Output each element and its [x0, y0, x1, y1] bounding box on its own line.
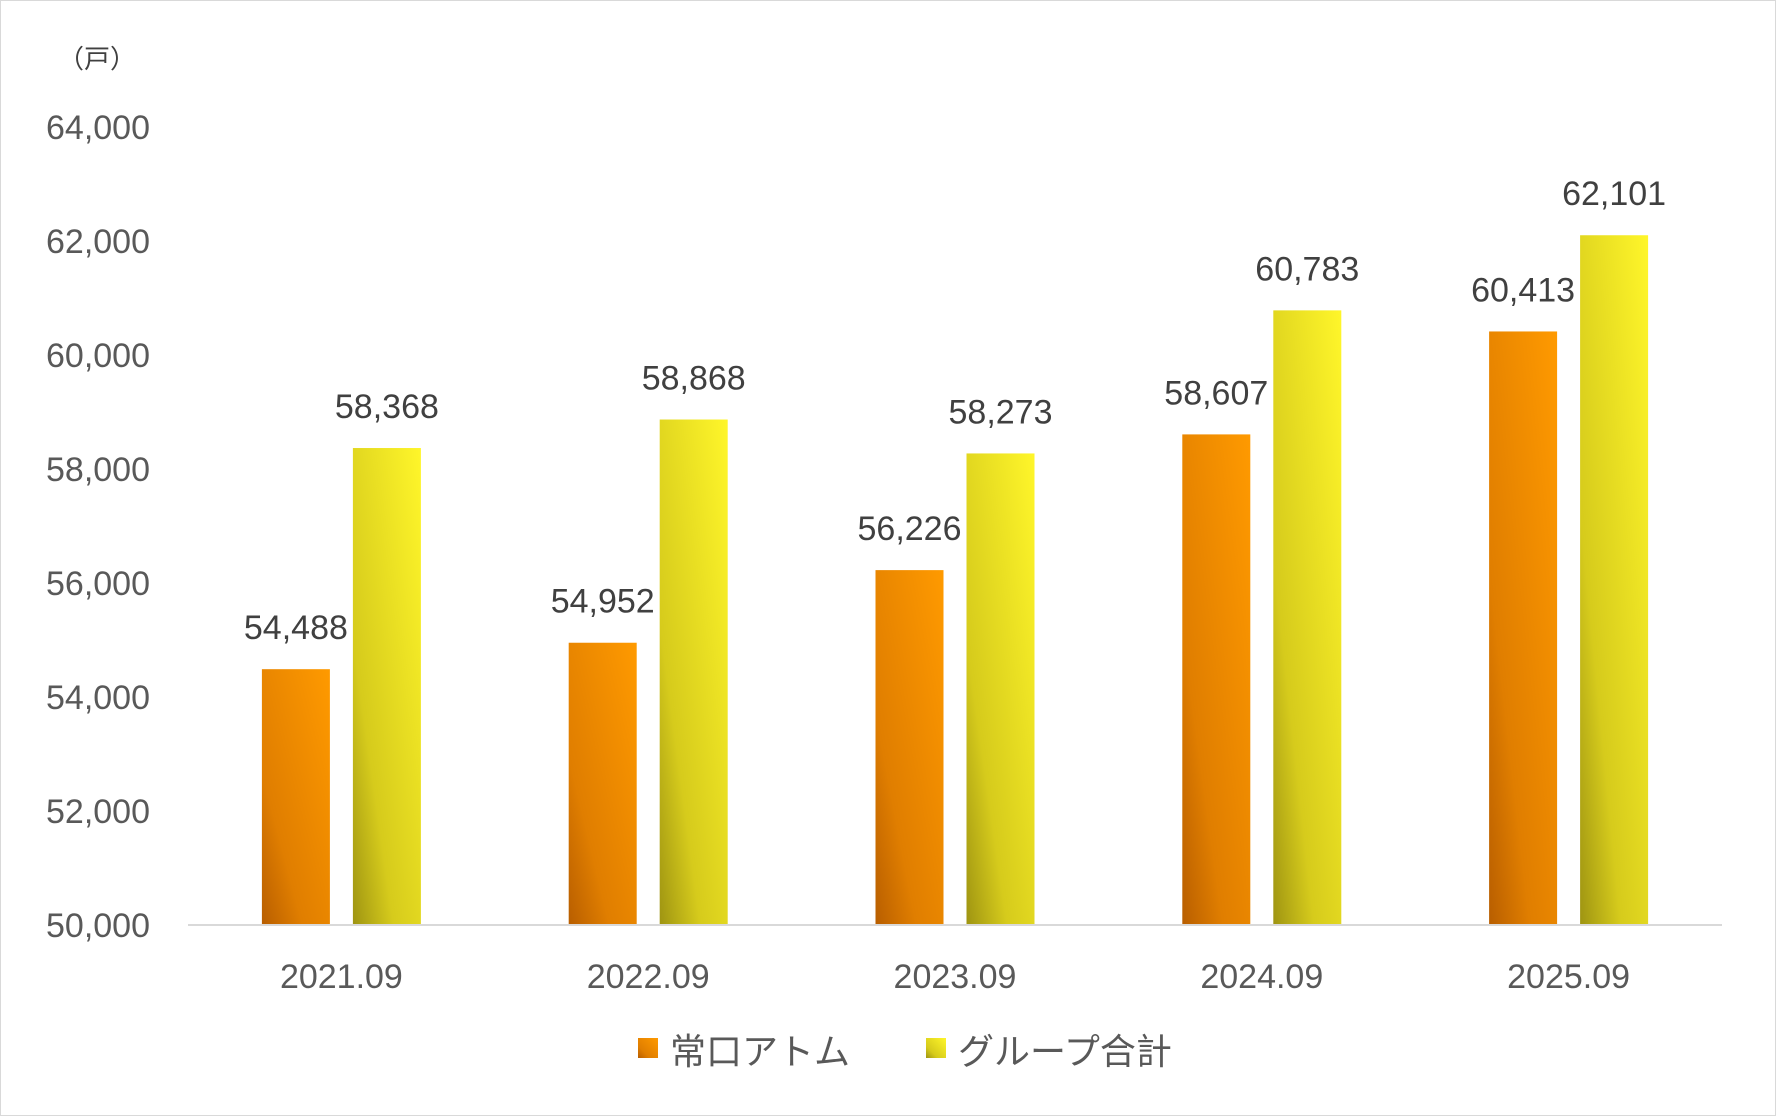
data-label-series-2: 58,868	[642, 360, 746, 398]
y-tick-label: 62,000	[46, 223, 150, 261]
bar-series-2	[1580, 235, 1649, 926]
y-tick-label: 50,000	[46, 907, 150, 945]
data-labels: 54,488 58,368 54,952 58,868 56,226 58,273 58,6…	[244, 175, 1666, 647]
unit-label: （戸）	[58, 45, 136, 75]
legend-label-series-1: 常口アトム	[670, 1032, 850, 1073]
y-tick-label: 54,000	[46, 679, 150, 717]
x-tick-label: 2024.09	[1200, 958, 1323, 996]
data-label-series-2: 62,101	[1562, 175, 1666, 213]
bars	[261, 235, 1649, 926]
x-axis-ticks: 2021.09 2022.09 2023.09 2024.09 2025.09	[280, 958, 1630, 996]
data-label-series-2: 60,783	[1255, 250, 1359, 288]
y-tick-label: 52,000	[46, 793, 150, 831]
x-tick-label: 2025.09	[1507, 958, 1630, 996]
y-tick-label: 60,000	[46, 337, 150, 375]
bar-series-2	[352, 448, 421, 925]
legend-label-series-2: グループ合計	[958, 1032, 1172, 1073]
x-tick-label: 2023.09	[894, 958, 1017, 996]
data-label-series-1: 56,226	[858, 510, 962, 548]
y-tick-label: 64,000	[46, 109, 150, 147]
x-tick-label: 2022.09	[587, 958, 710, 996]
legend-swatch-series-1	[638, 1038, 658, 1058]
data-label-series-1: 58,607	[1164, 374, 1268, 412]
bar-series-1	[568, 642, 637, 925]
legend-swatch-series-2	[926, 1038, 946, 1058]
bar-series-2	[966, 453, 1035, 925]
bar-series-1	[261, 669, 330, 925]
bar-series-2	[1273, 310, 1342, 925]
bar-series-1	[1489, 331, 1558, 926]
y-tick-label: 56,000	[46, 565, 150, 603]
y-tick-label: 58,000	[46, 451, 150, 489]
bar-series-1	[1182, 434, 1251, 925]
x-tick-label: 2021.09	[280, 958, 403, 996]
data-label-series-1: 54,952	[551, 583, 655, 621]
y-axis-ticks: 50,000 52,000 54,000 56,000 58,000 60,000 62,0…	[46, 109, 150, 945]
bar-series-2	[659, 419, 728, 925]
data-label-series-1: 60,413	[1471, 271, 1575, 309]
bar-series-1	[875, 570, 944, 925]
data-label-series-2: 58,273	[949, 393, 1053, 431]
legend: 常口アトム グループ合計	[638, 1032, 1172, 1073]
data-label-series-2: 58,368	[335, 388, 439, 426]
data-label-series-1: 54,488	[244, 609, 348, 647]
